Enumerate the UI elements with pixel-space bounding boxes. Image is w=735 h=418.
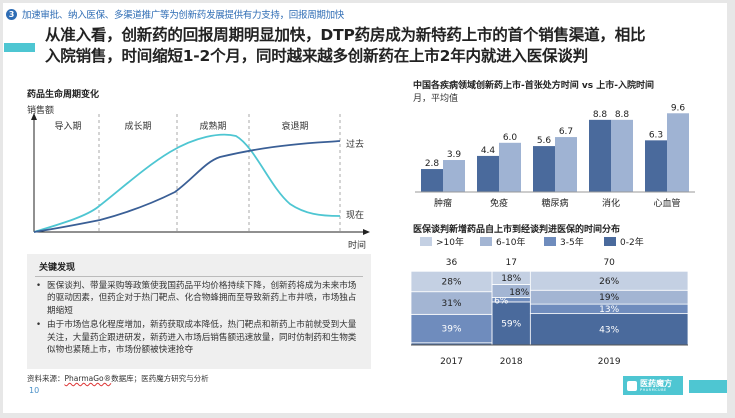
bar-chart: 2.8 3.9 肿瘤 4.4 6.0 免疫 5.6 6.7 糖尿病 8.8 8.8 消化 6.3 9.6 心… [415,104,695,209]
y-axis-arrow-icon [31,113,37,120]
segment-label: 59% [501,319,521,329]
year-label: 2017 [440,357,463,367]
phase-label: 成长期 [124,120,151,132]
section-header: 3 加速审批、纳入医保、多渠道推广等为创新药发展提供有力支持，回报周期加快 [6,6,344,22]
segment-label: 26% [599,277,619,287]
bar-value-label: 5.6 [537,136,552,146]
logo-subtext: PHARMCUBE [640,388,667,392]
bar-value-label: 6.0 [503,133,518,143]
logo-text: 医药魔方 [640,379,672,388]
page-title: 从准入看，创新药的回报周期明显加快，DTP药房成为新特药上市的首个销售渠道，相比… [45,25,715,67]
bar [667,113,689,192]
bar-value-label: 4.4 [481,146,496,156]
legend-label: 3-5年 [560,236,584,248]
column-total-label: 70 [603,258,615,268]
segment-label: 13% [599,305,619,315]
bar [533,146,555,192]
curve-label-bottom: 现在 [346,209,364,221]
segment-label: 28% [442,277,462,287]
curve-label-top: 过去 [346,138,364,150]
mekko-chart: >10年 6-10年 3-5年 0-2年 36 3% 39% 31% 28% 2017 17 59% 6… [410,236,689,367]
column-total-label: 36 [446,258,458,268]
phase-label: 成熟期 [199,120,226,132]
legend-swatch [480,237,492,246]
x-axis-label: 时间 [348,239,366,251]
category-label: 糖尿病 [541,197,568,209]
source-note: 资料来源：PharmaGo®数据库；医药魔方研究与分析 [27,373,209,384]
bar [611,119,633,192]
segment-label: 6% [494,297,509,307]
bar [645,140,667,192]
curve-past [33,140,341,233]
key-findings-box: 关键发现 医保谈判、带量采购等政策使我国药品平均价格持续下降，创新药将成为未来市… [27,254,371,369]
curve-now [33,133,341,233]
segment-label: 43% [599,325,619,335]
footer-accent-bar [689,380,727,393]
bar [589,119,611,192]
mekko-segment [529,313,689,346]
key-findings-divider [35,276,363,277]
mekko-segment [410,313,493,344]
page-number: 10 [29,386,40,395]
key-findings-title: 关键发现 [39,263,76,273]
bar-value-label: 8.8 [593,110,608,120]
bar-chart-subtitle: 月，平均值 [413,94,459,104]
lifecycle-y-label: 销售额 [27,106,55,116]
column-total-label: 17 [505,258,516,268]
segment-label: 18% [509,288,529,298]
bar-chart-title: 中国各疾病领域创新药上市-首张处方时间 vs 上市-入院时间 [413,81,654,91]
key-finding-item: 由于市场信息化程度增加，新药获取成本降低，热门靶点和新药上市前就受到大量关注，大… [35,319,357,356]
x-axis-arrow-icon [363,229,370,235]
segment-label: 3% [444,346,459,356]
segment-label: 31% [442,299,462,309]
bar [443,160,465,192]
section-text: 加速审批、纳入医保、多渠道推广等为创新药发展提供有力支持，回报周期加快 [22,10,345,21]
phase-label: 衰退期 [281,120,308,132]
bar-value-label: 3.9 [447,150,462,160]
year-label: 2019 [598,357,621,367]
section-number-badge: 3 [6,8,17,20]
legend-label: 0-2年 [620,236,644,248]
bar-value-label: 9.6 [671,104,686,113]
legend-label: >10年 [436,236,464,248]
key-findings-list: 医保谈判、带量采购等政策使我国药品平均价格持续下降，创新药将成为未来市场的驱动因… [35,280,357,358]
bar [421,169,443,192]
source-prefix: 资料来源： [27,374,65,383]
mekko-segment [529,270,689,291]
phase-label: 导入期 [54,121,81,132]
legend-swatch [604,237,616,246]
bar-value-label: 6.3 [649,130,663,140]
bar [477,155,499,192]
lifecycle-title: 药品生命周期变化 [27,90,100,100]
key-finding-item: 医保谈判、带量采购等政策使我国药品平均价格持续下降，创新药将成为未来市场的驱动因… [35,280,357,317]
segment-label: 18% [501,274,521,284]
legend-label: 6-10年 [496,236,525,248]
bar-value-label: 2.8 [425,159,440,169]
mekko-chart-title: 医保谈判新增药品自上市到经谈判进医保的时间分布 [413,225,621,235]
pharmcube-logo: 医药魔方 PHARMCUBE [623,376,683,395]
legend-swatch [420,237,432,246]
category-label: 消化 [602,197,620,209]
category-label: 免疫 [490,197,508,209]
bar-value-label: 6.7 [559,127,573,137]
logo-cube-icon [627,380,637,391]
bar-value-label: 8.8 [615,110,630,120]
year-label: 2018 [500,357,523,367]
source-rest: 数据库；医药魔方研究与分析 [111,374,209,383]
title-accent-bar [4,43,35,52]
category-label: 心血管 [653,197,680,209]
title-line-1: 从准入看，创新药的回报周期明显加快，DTP药房成为新特药上市的首个销售渠道，相比 [45,26,646,44]
segment-label: 39% [442,325,462,335]
lifecycle-chart: 导入期 成长期 成熟期 衰退期 过去 现在 时间 [31,113,370,251]
bar [555,137,577,192]
source-link[interactable]: PharmaGo® [64,374,112,383]
legend-swatch [544,237,556,246]
bar [499,142,521,192]
category-label: 肿瘤 [434,197,452,209]
segment-label: 19% [599,293,619,303]
title-line-2: 入院销售，时间缩短1-2个月，同时越来越多创新药在上市2年内就进入医保谈判 [45,47,588,65]
